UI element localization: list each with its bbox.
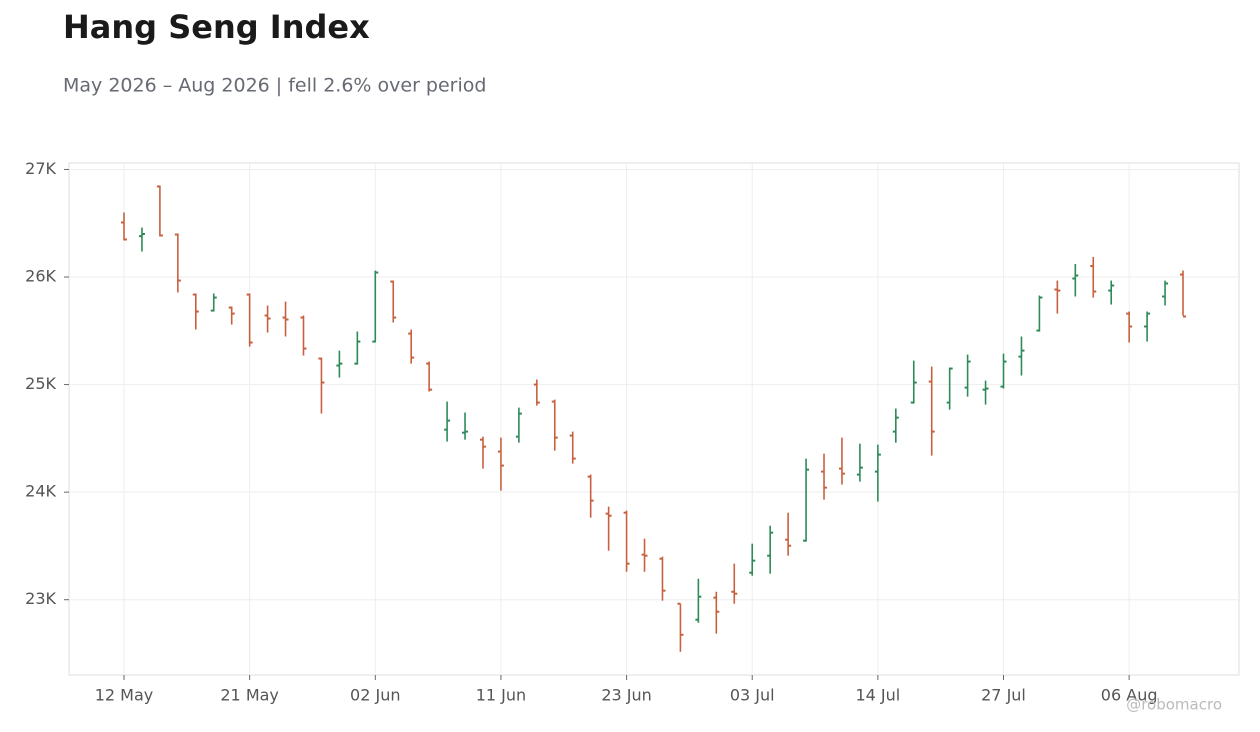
chart-subtitle: May 2026 – Aug 2026 | fell 2.6% over per… [63,75,486,97]
y-tick-label: 23K [25,589,56,608]
x-tick-label: 27 Jul [981,686,1026,705]
y-tick-label: 26K [25,267,56,286]
plot-frame [68,162,1240,676]
x-tick-label: 23 Jun [601,686,651,705]
chart-title: Hang Seng Index [63,8,370,46]
x-tick-label: 21 May [220,686,279,705]
x-tick-label: 06 Aug [1101,686,1158,705]
y-tick-label: 24K [25,482,56,501]
x-tick-label: 14 Jul [855,686,900,705]
y-tick-label: 27K [25,159,56,178]
y-tick-label: 25K [25,374,56,393]
x-tick-label: 12 May [95,686,154,705]
x-tick-label: 03 Jul [730,686,775,705]
x-tick-label: 02 Jun [350,686,400,705]
watermark: @robomacro [1126,696,1222,714]
x-tick-label: 11 Jun [476,686,526,705]
